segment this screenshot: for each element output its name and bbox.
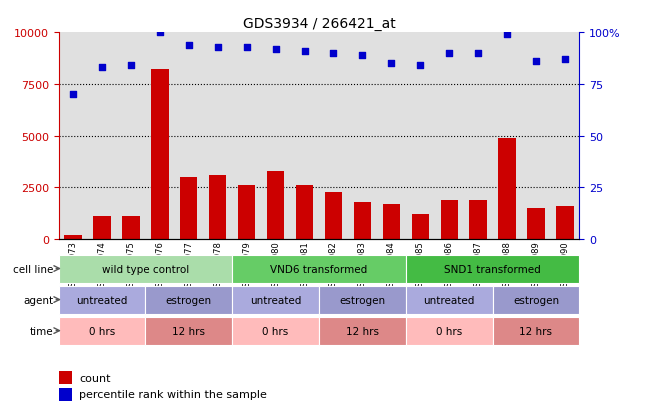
Bar bbox=[180, 178, 197, 240]
Bar bbox=[232, 287, 319, 314]
Bar bbox=[469, 200, 487, 240]
Text: 0 hrs: 0 hrs bbox=[89, 326, 115, 336]
Bar bbox=[527, 209, 545, 240]
Point bbox=[68, 92, 78, 98]
Text: estrogen: estrogen bbox=[166, 295, 212, 305]
Point bbox=[299, 48, 310, 55]
Bar bbox=[383, 204, 400, 240]
Bar bbox=[499, 138, 516, 240]
Bar bbox=[406, 287, 493, 314]
Bar bbox=[232, 256, 406, 283]
Text: untreated: untreated bbox=[424, 295, 475, 305]
Point bbox=[126, 63, 136, 69]
Bar bbox=[59, 287, 145, 314]
Bar bbox=[319, 287, 406, 314]
Point bbox=[242, 44, 252, 51]
Bar bbox=[319, 318, 406, 345]
Point bbox=[473, 50, 483, 57]
Bar bbox=[59, 318, 145, 345]
Point bbox=[97, 65, 107, 71]
Text: agent: agent bbox=[23, 295, 53, 305]
Point bbox=[502, 32, 512, 38]
Bar bbox=[145, 318, 232, 345]
Text: time: time bbox=[30, 326, 53, 336]
Bar bbox=[59, 388, 72, 401]
Bar bbox=[209, 176, 227, 240]
Point bbox=[560, 57, 570, 63]
Text: 12 hrs: 12 hrs bbox=[519, 326, 553, 336]
Point bbox=[328, 50, 339, 57]
Bar bbox=[556, 206, 574, 240]
Bar bbox=[59, 371, 72, 384]
Bar bbox=[145, 287, 232, 314]
Point bbox=[531, 59, 541, 65]
Text: 0 hrs: 0 hrs bbox=[262, 326, 288, 336]
Point bbox=[212, 44, 223, 51]
Text: percentile rank within the sample: percentile rank within the sample bbox=[79, 389, 268, 399]
Title: GDS3934 / 266421_at: GDS3934 / 266421_at bbox=[243, 17, 395, 31]
Text: estrogen: estrogen bbox=[513, 295, 559, 305]
Text: 12 hrs: 12 hrs bbox=[173, 326, 205, 336]
Text: VND6 transformed: VND6 transformed bbox=[270, 264, 368, 274]
Point bbox=[184, 42, 194, 49]
Bar bbox=[493, 318, 579, 345]
Text: untreated: untreated bbox=[250, 295, 301, 305]
Bar bbox=[64, 235, 82, 240]
Bar bbox=[93, 217, 111, 240]
Point bbox=[386, 61, 396, 67]
Bar bbox=[441, 200, 458, 240]
Bar bbox=[325, 192, 342, 240]
Text: wild type control: wild type control bbox=[102, 264, 189, 274]
Bar bbox=[296, 186, 313, 240]
Bar bbox=[238, 186, 255, 240]
Text: SND1 transformed: SND1 transformed bbox=[444, 264, 541, 274]
Bar bbox=[406, 318, 493, 345]
Bar bbox=[493, 287, 579, 314]
Bar bbox=[353, 202, 371, 240]
Point bbox=[444, 50, 454, 57]
Bar bbox=[122, 217, 139, 240]
Point bbox=[357, 52, 368, 59]
Text: 12 hrs: 12 hrs bbox=[346, 326, 379, 336]
Bar bbox=[232, 318, 319, 345]
Bar bbox=[59, 256, 232, 283]
Bar bbox=[411, 215, 429, 240]
Bar bbox=[406, 256, 579, 283]
Text: untreated: untreated bbox=[76, 295, 128, 305]
Point bbox=[415, 63, 426, 69]
Bar bbox=[151, 70, 169, 240]
Point bbox=[155, 30, 165, 36]
Text: cell line: cell line bbox=[13, 264, 53, 274]
Bar bbox=[267, 171, 284, 240]
Text: count: count bbox=[79, 373, 111, 383]
Text: estrogen: estrogen bbox=[339, 295, 385, 305]
Point bbox=[270, 46, 281, 53]
Text: 0 hrs: 0 hrs bbox=[436, 326, 462, 336]
